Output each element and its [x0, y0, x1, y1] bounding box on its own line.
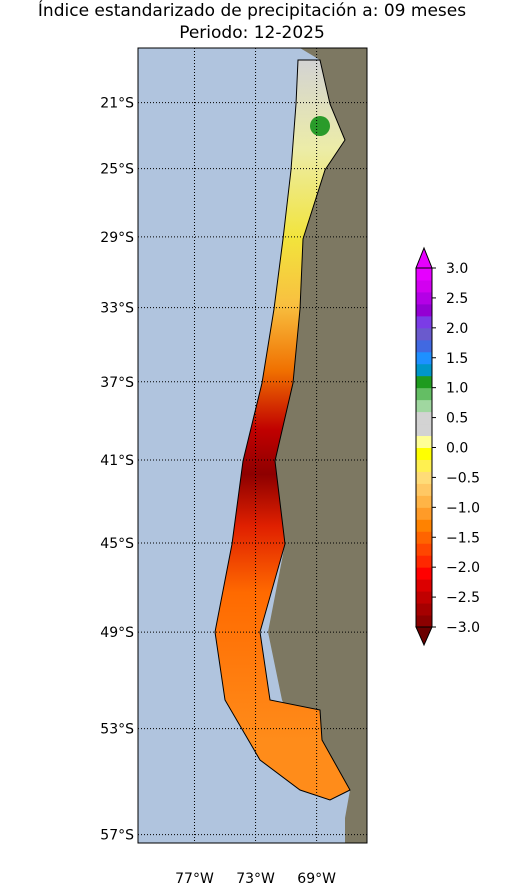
green-spot — [310, 116, 330, 136]
title: Índice estandarizado de precipitación a:… — [38, 0, 466, 21]
colorbar-band — [416, 495, 432, 508]
colorbar-band — [416, 303, 432, 317]
colorbar-band — [416, 351, 432, 365]
colorbar-band — [416, 291, 432, 305]
colorbar-band — [416, 555, 432, 568]
colorbar-band — [416, 579, 432, 592]
lat-label: 33°S — [100, 301, 134, 317]
colorbar-extend-top — [415, 246, 433, 269]
colorbar-band — [416, 447, 432, 460]
lat-label: 57°S — [100, 828, 134, 844]
colorbar-label: 2.5 — [446, 291, 468, 307]
colorbar-label: −2.5 — [446, 590, 480, 606]
colorbar-band — [416, 567, 432, 580]
colorbar-band — [416, 387, 432, 401]
chile — [214, 59, 351, 801]
colorbar-band — [416, 483, 432, 496]
colorbar-band — [416, 459, 432, 472]
colorbar-label: 2.0 — [446, 321, 468, 337]
lat-label: 53°S — [100, 722, 134, 738]
colorbar-band — [416, 339, 432, 353]
lat-label: 41°S — [100, 453, 134, 469]
lat-label: 29°S — [100, 230, 134, 246]
colorbar-band — [416, 315, 432, 329]
colorbar-band — [416, 471, 432, 484]
colorbar-label: 3.0 — [446, 261, 468, 277]
colorbar-band — [416, 268, 432, 281]
colorbar-label: −2.0 — [446, 560, 480, 576]
lat-label: 37°S — [100, 375, 134, 391]
lat-label: 49°S — [100, 625, 134, 641]
colorbar-band — [416, 531, 432, 544]
map-frame — [137, 47, 368, 844]
colorbar-band — [416, 423, 432, 437]
colorbar-band — [416, 519, 432, 532]
colorbar-band — [416, 435, 432, 448]
colorbar-band — [416, 615, 432, 628]
colorbar-band — [416, 591, 432, 604]
subtitle: Periodo: 12-2025 — [179, 23, 325, 43]
colorbar-label: −0.5 — [446, 470, 480, 486]
colorbar-label: −1.0 — [446, 500, 480, 516]
colorbar-band — [416, 603, 432, 616]
lon-label: 69°W — [297, 871, 336, 884]
land — [268, 48, 367, 843]
lat-label: 45°S — [100, 536, 134, 552]
lon-label: 77°W — [175, 871, 214, 884]
colorbar-label: −1.5 — [446, 530, 480, 546]
colorbar-band — [416, 507, 432, 520]
lat-label: 25°S — [100, 162, 134, 178]
colorbar-band — [416, 327, 432, 341]
colorbar-label: 0.0 — [446, 441, 468, 457]
lon-label: 73°W — [236, 871, 275, 884]
colorbar-band — [416, 411, 432, 425]
colorbar-band — [416, 375, 432, 389]
colorbar-label: 1.0 — [446, 381, 468, 397]
colorbar-band — [416, 399, 432, 413]
lat-label: 21°S — [100, 96, 134, 112]
colorbar-label: −3.0 — [446, 620, 480, 636]
colorbar-band — [416, 543, 432, 556]
colorbar-label: 1.5 — [446, 351, 468, 367]
colorbar-label: 0.5 — [446, 411, 468, 427]
colorbar-band — [416, 363, 432, 377]
colorbar-band — [416, 279, 432, 293]
colorbar-extend-bottom — [415, 626, 433, 647]
